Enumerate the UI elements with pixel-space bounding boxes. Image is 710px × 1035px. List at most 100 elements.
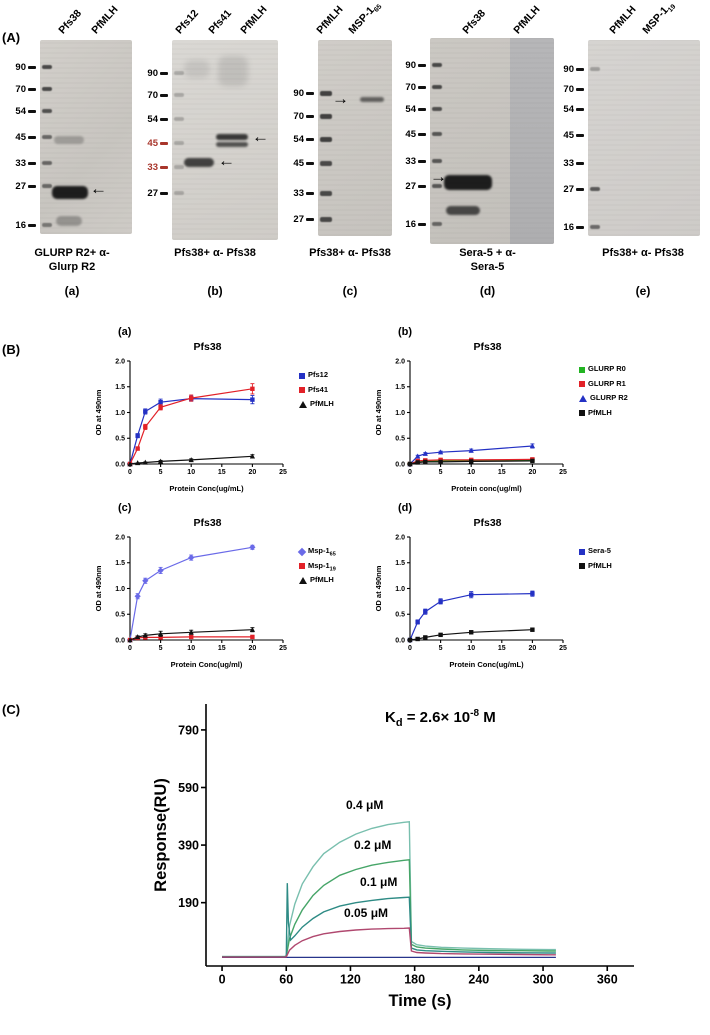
kd-annotation: Kd = 2.6× 10-8 M xyxy=(385,708,496,729)
chart-title: Pfs38 xyxy=(193,517,222,529)
mw-label: 27 xyxy=(405,180,416,192)
svg-text:OD at 490nm: OD at 490nm xyxy=(94,389,103,435)
svg-text:2.0: 2.0 xyxy=(395,534,405,541)
svg-text:Time (s): Time (s) xyxy=(389,992,452,1010)
lane-label: PfMLH xyxy=(89,3,121,37)
svg-text:25: 25 xyxy=(559,645,567,652)
mw-tick xyxy=(576,107,584,111)
chart-title: Pfs38 xyxy=(193,341,222,353)
mw-ladder-labels: 90 70 54 45 33 27 16 xyxy=(398,38,426,244)
mw-ladder-labels: 90 70 54 45 33 27 xyxy=(286,40,314,236)
mw-tick xyxy=(576,161,584,165)
band-arrow-left-icon: ← xyxy=(218,151,235,170)
legend-item: Msp-165 xyxy=(297,546,336,558)
ladder-band xyxy=(320,191,332,196)
mw-tick xyxy=(160,165,168,169)
protein-band xyxy=(216,142,248,147)
svg-text:1.5: 1.5 xyxy=(395,384,405,391)
svg-text:10: 10 xyxy=(467,645,475,652)
svg-text:300: 300 xyxy=(533,973,554,987)
ladder-band xyxy=(42,161,52,165)
svg-text:0.5: 0.5 xyxy=(115,612,125,619)
blot-caption: Pfs38+ α- Pfs38 xyxy=(309,247,391,259)
mw-label: 54 xyxy=(15,105,26,117)
blot-caption: Pfs38+ α- Pfs38 xyxy=(602,247,684,259)
mw-ladder-labels: 90 70 54 45 33 27 16 xyxy=(6,40,36,234)
mw-tick xyxy=(160,191,168,195)
blot-letter: (a) xyxy=(64,284,80,298)
svg-text:15: 15 xyxy=(218,645,226,652)
chart-title: Pfs38 xyxy=(473,341,502,353)
mw-label: 90 xyxy=(293,87,304,99)
legend-item: GLURP R1 xyxy=(579,379,628,391)
elisa-plot-c: 0 5 10 15 20 25 0.0 0.5 1.0 1.5 2.0 Protein Conc(ug… xyxy=(94,534,287,669)
svg-text:20: 20 xyxy=(529,469,537,476)
mw-ladder-labels: 90 70 54 45 33 27 16 xyxy=(556,40,584,236)
legend-marker xyxy=(579,563,585,570)
svg-text:5: 5 xyxy=(439,469,443,476)
svg-text:0: 0 xyxy=(408,469,412,476)
elisa-chart-b: (b) Pfs38 0 5 10 15 20 25 0.0 0.5 1.0 1.5 2.0 Prote… xyxy=(372,326,628,494)
mw-label: 45 xyxy=(293,157,304,169)
mw-label: 90 xyxy=(563,63,574,75)
ladder-band xyxy=(174,71,184,75)
mw-tick xyxy=(418,107,426,111)
lane-label: PfMLH xyxy=(314,3,346,37)
lane-label: Pfs38 xyxy=(460,7,489,37)
svg-text:1.0: 1.0 xyxy=(115,410,125,417)
blot-letter: (d) xyxy=(479,284,496,298)
band-arrow-right-icon: → xyxy=(332,89,349,108)
svg-text:180: 180 xyxy=(404,973,425,987)
svg-text:2.0: 2.0 xyxy=(115,534,125,541)
svg-text:1.0: 1.0 xyxy=(395,586,405,593)
ladder-band xyxy=(432,184,442,188)
ladder-band xyxy=(432,85,442,89)
svg-text:10: 10 xyxy=(187,469,195,476)
ladder-band xyxy=(174,117,184,121)
mw-label: 27 xyxy=(15,180,26,192)
legend-marker xyxy=(579,410,585,417)
mw-tick xyxy=(306,161,314,165)
svg-text:Response(RU): Response(RU) xyxy=(152,778,170,892)
legend-marker xyxy=(299,372,305,379)
panel-c-spr: (C) 0 60 120 180 240 300 360 190 390 590 790 Time (… xyxy=(0,692,710,1035)
spr-plot: 0 60 120 180 240 300 360 190 390 590 790 Time (s) Re… xyxy=(152,704,634,1010)
panel-a-blots: (A) Pfs38 PfMLH 90 70 54 45 33 27 16 ← xyxy=(0,3,710,322)
legend-item: Msp-119 xyxy=(299,561,336,572)
gel-blot-a: ← xyxy=(40,40,132,234)
mw-label: 45 xyxy=(405,128,416,140)
svg-text:360: 360 xyxy=(597,973,618,987)
mw-tick xyxy=(160,141,168,145)
mw-tick xyxy=(306,191,314,195)
gel-blot-d: → xyxy=(430,38,554,244)
svg-text:0.0: 0.0 xyxy=(115,461,125,468)
mw-tick xyxy=(160,71,168,75)
ladder-band xyxy=(174,141,184,145)
ladder-band xyxy=(174,93,184,97)
blot-caption: Pfs38+ α- Pfs38 xyxy=(174,247,256,259)
mw-label: 45 xyxy=(147,137,158,149)
svg-text:1.0: 1.0 xyxy=(395,410,405,417)
legend-marker xyxy=(579,395,587,403)
ladder-band xyxy=(42,87,52,91)
svg-text:15: 15 xyxy=(498,469,506,476)
legend-item: Pfs41 xyxy=(299,385,334,397)
mw-ladder-labels: 90 70 54 45 33 27 xyxy=(140,40,168,240)
legend-item: PfMLH xyxy=(579,561,612,573)
legend-item: PfMLH xyxy=(299,399,334,411)
elisa-chart-a: (a) Pfs38 0 5 10 15 20 25 0.0 0.5 1.0 1.5 2.0 Prote… xyxy=(92,326,334,494)
mw-tick xyxy=(28,65,36,69)
chart-letter: (d) xyxy=(398,502,413,514)
mw-tick xyxy=(306,137,314,141)
lane-label: MSP-119 xyxy=(640,3,678,37)
mw-tick xyxy=(418,85,426,89)
mw-tick xyxy=(418,159,426,163)
mw-label: 16 xyxy=(15,219,26,231)
elisa-plot-d: 0 5 10 15 20 25 0.0 0.5 1.0 1.5 2.0 Protein Conc(ug… xyxy=(374,534,567,669)
mw-tick xyxy=(306,91,314,95)
svg-text:Protein Conc(ug/ml): Protein Conc(ug/ml) xyxy=(171,660,243,669)
svg-text:0: 0 xyxy=(408,645,412,652)
band-arrow-left-icon: ← xyxy=(90,179,107,198)
svg-text:5: 5 xyxy=(439,645,443,652)
mw-tick xyxy=(28,87,36,91)
